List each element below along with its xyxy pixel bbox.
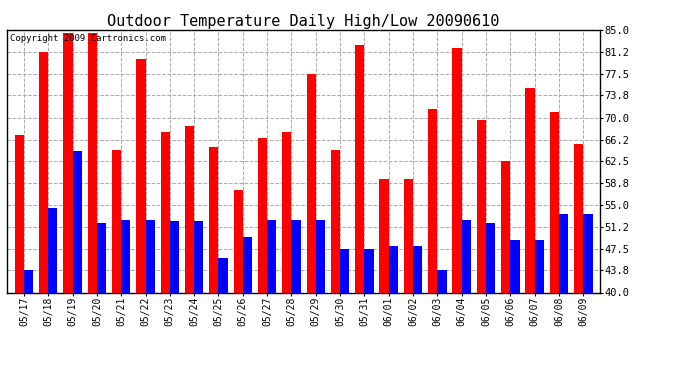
- Bar: [462, 220, 471, 375]
- Bar: [583, 214, 593, 375]
- Bar: [331, 150, 340, 375]
- Bar: [501, 161, 511, 375]
- Bar: [258, 138, 267, 375]
- Bar: [550, 112, 559, 375]
- Bar: [14, 135, 24, 375]
- Bar: [388, 246, 398, 375]
- Bar: [413, 246, 422, 375]
- Bar: [39, 52, 48, 375]
- Bar: [219, 258, 228, 375]
- Text: Copyright 2009 Cartronics.com: Copyright 2009 Cartronics.com: [10, 34, 166, 43]
- Bar: [233, 190, 243, 375]
- Bar: [121, 220, 130, 375]
- Bar: [112, 150, 121, 375]
- Bar: [535, 240, 544, 375]
- Bar: [306, 74, 316, 375]
- Bar: [146, 220, 155, 375]
- Title: Outdoor Temperature Daily High/Low 20090610: Outdoor Temperature Daily High/Low 20090…: [108, 14, 500, 29]
- Bar: [428, 109, 437, 375]
- Bar: [48, 208, 57, 375]
- Bar: [63, 33, 72, 375]
- Bar: [364, 249, 374, 375]
- Bar: [72, 152, 82, 375]
- Bar: [243, 237, 252, 375]
- Bar: [161, 132, 170, 375]
- Bar: [291, 220, 301, 375]
- Bar: [88, 33, 97, 375]
- Bar: [267, 220, 277, 375]
- Bar: [437, 270, 446, 375]
- Bar: [316, 220, 325, 375]
- Bar: [24, 270, 33, 375]
- Bar: [340, 249, 349, 375]
- Bar: [97, 222, 106, 375]
- Bar: [453, 48, 462, 375]
- Bar: [137, 59, 146, 375]
- Bar: [194, 221, 204, 375]
- Bar: [525, 88, 535, 375]
- Bar: [209, 147, 219, 375]
- Bar: [170, 221, 179, 375]
- Bar: [282, 132, 291, 375]
- Bar: [511, 240, 520, 375]
- Bar: [380, 179, 388, 375]
- Bar: [477, 120, 486, 375]
- Bar: [559, 214, 568, 375]
- Bar: [355, 45, 364, 375]
- Bar: [486, 222, 495, 375]
- Bar: [185, 126, 194, 375]
- Bar: [404, 179, 413, 375]
- Bar: [574, 144, 583, 375]
